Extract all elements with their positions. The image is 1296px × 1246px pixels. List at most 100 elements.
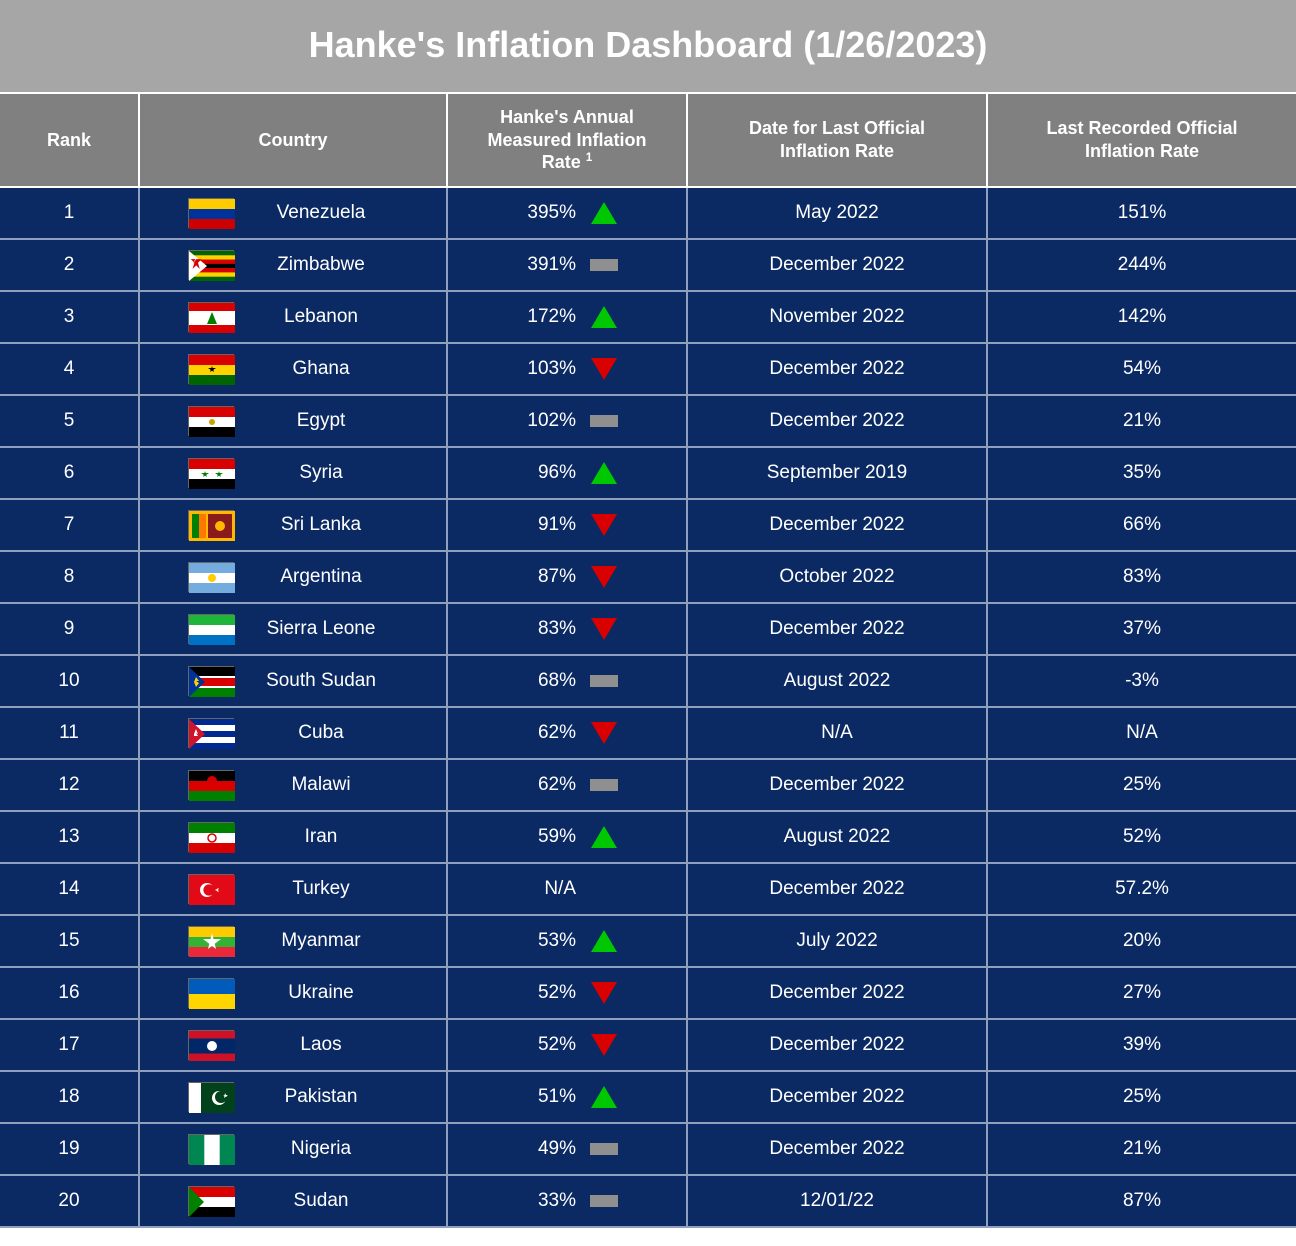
trend-down-icon <box>590 358 618 380</box>
cell-rank: 18 <box>0 1072 140 1122</box>
cell-rate: 62% <box>448 760 688 810</box>
page-title: Hanke's Inflation Dashboard (1/26/2023) <box>0 0 1296 94</box>
flag-icon <box>188 302 234 332</box>
cell-rank: 12 <box>0 760 140 810</box>
table-row: 5 Egypt 102% December 2022 21% <box>0 396 1296 448</box>
rate-value: 33% <box>516 1190 576 1212</box>
table-row: 13 Iran 59% August 2022 52% <box>0 812 1296 864</box>
table-row: 4 Ghana 103% December 2022 54% <box>0 344 1296 396</box>
cell-country: Sri Lanka <box>140 500 448 550</box>
cell-rate: N/A <box>448 864 688 914</box>
trend-up-icon <box>590 826 618 848</box>
cell-country: Cuba <box>140 708 448 758</box>
cell-last: 35% <box>988 448 1296 498</box>
rate-value: 68% <box>516 670 576 692</box>
cell-date: November 2022 <box>688 292 988 342</box>
table-header: Rank Country Hanke's Annual Measured Inf… <box>0 94 1296 188</box>
cell-last: 66% <box>988 500 1296 550</box>
cell-rank: 8 <box>0 552 140 602</box>
flag-icon <box>188 666 234 696</box>
cell-date: N/A <box>688 708 988 758</box>
cell-date: May 2022 <box>688 188 988 238</box>
table-row: 17 Laos 52% December 2022 39% <box>0 1020 1296 1072</box>
trend-none-icon <box>590 883 618 895</box>
cell-last: 21% <box>988 396 1296 446</box>
cell-country: Venezuela <box>140 188 448 238</box>
cell-rate: 62% <box>448 708 688 758</box>
cell-country: Myanmar <box>140 916 448 966</box>
cell-last: 87% <box>988 1176 1296 1226</box>
country-name: South Sudan <box>252 670 440 692</box>
cell-date: August 2022 <box>688 656 988 706</box>
cell-rate: 172% <box>448 292 688 342</box>
rate-value: 49% <box>516 1138 576 1160</box>
inflation-dashboard: Hanke's Inflation Dashboard (1/26/2023) … <box>0 0 1296 1228</box>
cell-rate: 87% <box>448 552 688 602</box>
flag-icon <box>188 1082 234 1112</box>
table-row: 16 Ukraine 52% December 2022 27% <box>0 968 1296 1020</box>
table-row: 20 Sudan 33% 12/01/22 87% <box>0 1176 1296 1228</box>
cell-last: 244% <box>988 240 1296 290</box>
cell-date: August 2022 <box>688 812 988 862</box>
flag-icon <box>188 354 234 384</box>
table-row: 8 Argentina 87% October 2022 83% <box>0 552 1296 604</box>
trend-down-icon <box>590 722 618 744</box>
cell-country: Laos <box>140 1020 448 1070</box>
cell-country: Ukraine <box>140 968 448 1018</box>
cell-country: Nigeria <box>140 1124 448 1174</box>
col-header-last-l2: Inflation Rate <box>1085 141 1199 161</box>
cell-country: Iran <box>140 812 448 862</box>
trend-up-icon <box>590 202 618 224</box>
cell-rank: 20 <box>0 1176 140 1226</box>
table-row: 2 Zimbabwe 391% December 2022 244% <box>0 240 1296 292</box>
rate-value: 51% <box>516 1086 576 1108</box>
country-name: Venezuela <box>252 202 440 224</box>
table-row: 11 Cuba 62% N/A N/A <box>0 708 1296 760</box>
cell-rank: 6 <box>0 448 140 498</box>
table-row: 19 Nigeria 49% December 2022 21% <box>0 1124 1296 1176</box>
table-row: 12 Malawi 62% December 2022 25% <box>0 760 1296 812</box>
col-header-last-l1: Last Recorded Official <box>1046 118 1237 138</box>
cell-last: 20% <box>988 916 1296 966</box>
cell-country: Syria <box>140 448 448 498</box>
flag-icon <box>188 1134 234 1164</box>
cell-rate: 49% <box>448 1124 688 1174</box>
trend-down-icon <box>590 566 618 588</box>
country-name: Egypt <box>252 410 440 432</box>
cell-rank: 17 <box>0 1020 140 1070</box>
cell-rate: 68% <box>448 656 688 706</box>
cell-last: 151% <box>988 188 1296 238</box>
cell-last: 83% <box>988 552 1296 602</box>
flag-icon <box>188 198 234 228</box>
flag-icon <box>188 614 234 644</box>
rate-value: 62% <box>516 722 576 744</box>
rate-value: 91% <box>516 514 576 536</box>
cell-rank: 10 <box>0 656 140 706</box>
country-name: Cuba <box>252 722 440 744</box>
cell-rate: 395% <box>448 188 688 238</box>
cell-country: Zimbabwe <box>140 240 448 290</box>
cell-rate: 96% <box>448 448 688 498</box>
country-name: Turkey <box>252 878 440 900</box>
rate-value: 391% <box>516 254 576 276</box>
col-header-country: Country <box>140 94 448 186</box>
trend-down-icon <box>590 618 618 640</box>
trend-flat-icon <box>590 1195 618 1207</box>
country-name: Lebanon <box>252 306 440 328</box>
country-name: Sri Lanka <box>252 514 440 536</box>
flag-icon <box>188 510 234 540</box>
cell-last: 52% <box>988 812 1296 862</box>
cell-country: Turkey <box>140 864 448 914</box>
country-name: Ukraine <box>252 982 440 1004</box>
cell-country: Lebanon <box>140 292 448 342</box>
cell-date: 12/01/22 <box>688 1176 988 1226</box>
cell-rank: 14 <box>0 864 140 914</box>
flag-icon <box>188 874 234 904</box>
cell-rank: 19 <box>0 1124 140 1174</box>
cell-last: 142% <box>988 292 1296 342</box>
country-name: Ghana <box>252 358 440 380</box>
table-row: 7 Sri Lanka 91% December 2022 66% <box>0 500 1296 552</box>
trend-down-icon <box>590 1034 618 1056</box>
trend-down-icon <box>590 514 618 536</box>
flag-icon <box>188 926 234 956</box>
